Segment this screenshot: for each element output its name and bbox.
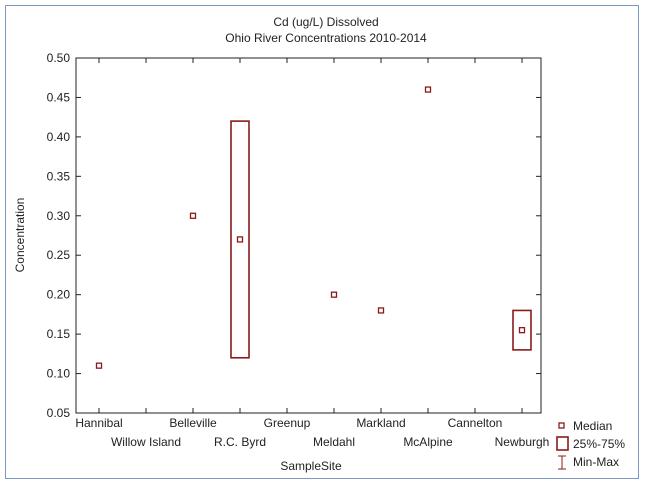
median-marker xyxy=(189,212,197,219)
x-tick-label: Willow Island xyxy=(111,435,181,449)
y-tick-label: 0.40 xyxy=(47,130,71,144)
legend: Median 25%-75% Min-Max xyxy=(556,419,625,470)
median-marker xyxy=(330,291,338,298)
median-marker xyxy=(518,327,526,334)
legend-median-icon xyxy=(558,422,565,429)
y-tick-label: 0.50 xyxy=(47,51,71,65)
legend-box-icon xyxy=(556,436,569,451)
x-axis-label: SampleSite xyxy=(280,459,342,473)
box-group xyxy=(424,86,432,93)
y-axis-label: Concentration xyxy=(13,198,27,273)
x-tick-label: Meldahl xyxy=(313,435,355,449)
y-tick-label: 0.10 xyxy=(47,367,71,381)
median-marker xyxy=(95,362,103,369)
legend-label: Min-Max xyxy=(573,455,619,469)
y-tick-label: 0.05 xyxy=(47,406,71,420)
x-tick-label: Belleville xyxy=(169,416,217,430)
legend-label: 25%-75% xyxy=(573,437,625,451)
legend-label: Median xyxy=(573,419,612,433)
x-tick-label: Cannelton xyxy=(448,416,503,430)
x-tick-label: Newburgh xyxy=(495,435,550,449)
x-tick-label: R.C. Byrd xyxy=(214,435,266,449)
x-tick-label: McAlpine xyxy=(403,435,453,449)
median-marker xyxy=(236,236,244,243)
chart-title: Cd (ug/L) Dissolved xyxy=(273,15,378,29)
y-tick-label: 0.35 xyxy=(47,169,71,183)
box-group xyxy=(377,307,385,314)
box-plot-chart: Cd (ug/L) Dissolved Ohio River Concentra… xyxy=(13,15,625,473)
chart-subtitle: Ohio River Concentrations 2010-2014 xyxy=(225,31,427,45)
x-tick-label: Hannibal xyxy=(75,416,122,430)
box-group xyxy=(189,212,197,219)
y-tick-label: 0.45 xyxy=(47,90,71,104)
y-axis: 0.05 0.10 0.15 0.20 0.25 0.30 0.35 0.40 0.45 0.50 xyxy=(47,51,541,420)
box-group xyxy=(512,309,532,351)
median-marker xyxy=(424,86,432,93)
box-group xyxy=(330,291,338,298)
x-axis: Hannibal Willow Island Belleville R.C. Byrd… xyxy=(75,58,549,449)
x-tick-label: Markland xyxy=(356,416,405,430)
box-group xyxy=(95,362,103,369)
chart-frame: Cd (ug/L) Dissolved Ohio River Concentra… xyxy=(5,5,639,479)
box-marks xyxy=(95,86,532,369)
plot-area xyxy=(75,57,542,414)
quartile-box xyxy=(512,309,532,351)
quartile-box xyxy=(230,120,250,359)
median-marker xyxy=(377,307,385,314)
x-tick-label: Greenup xyxy=(264,416,311,430)
y-tick-label: 0.20 xyxy=(47,288,71,302)
y-tick-label: 0.30 xyxy=(47,209,71,223)
y-tick-label: 0.25 xyxy=(47,248,71,262)
box-group xyxy=(230,120,250,359)
y-tick-label: 0.15 xyxy=(47,327,71,341)
